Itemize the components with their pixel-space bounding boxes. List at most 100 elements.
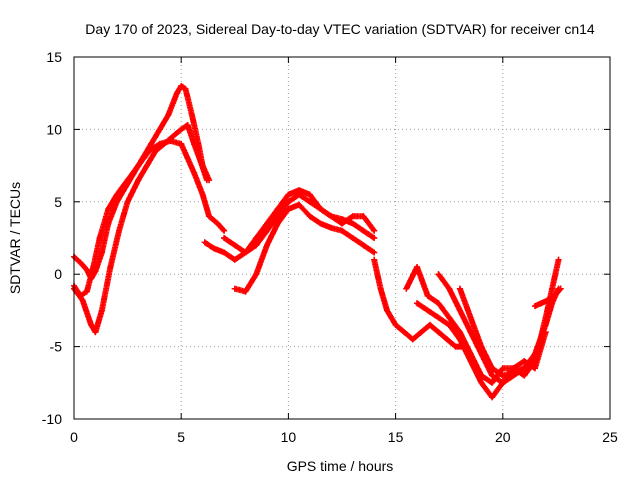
data-point (96, 235, 103, 241)
data-point (521, 372, 528, 379)
data-point (446, 321, 453, 328)
data-point (349, 235, 356, 241)
data-point (206, 213, 213, 220)
data-point (197, 158, 204, 165)
data-point (317, 206, 324, 213)
data-point (499, 365, 506, 372)
data-point (467, 314, 474, 321)
data-point (306, 191, 313, 198)
data-point (435, 271, 442, 278)
data-point (253, 235, 260, 241)
data-point (231, 256, 238, 263)
data-point (349, 213, 356, 220)
data-point (107, 263, 114, 270)
data-point (521, 358, 528, 365)
data-point (135, 177, 142, 184)
data-point (178, 126, 185, 133)
data-point (178, 82, 185, 89)
data-point (339, 216, 345, 223)
data-point (499, 379, 506, 386)
data-point (242, 288, 249, 295)
data-point (371, 256, 378, 263)
data-point (167, 137, 174, 144)
data-point (231, 242, 238, 249)
plot-frame (73, 56, 611, 420)
data-point (143, 162, 150, 169)
data-point (424, 307, 431, 314)
data-point (221, 227, 228, 234)
data-point (510, 369, 517, 376)
data-point (467, 329, 474, 336)
data-point (214, 220, 221, 227)
data-point (418, 329, 425, 336)
data-point (306, 213, 313, 220)
data-point (489, 372, 496, 379)
series-track-9 (414, 300, 538, 401)
data-point (456, 336, 463, 343)
y-tick-label: -5 (50, 339, 63, 355)
data-point (349, 220, 356, 227)
y-tick-label: 0 (54, 266, 62, 282)
data-point (435, 314, 442, 321)
data-point (116, 227, 123, 234)
x-tick-label: 0 (70, 429, 78, 445)
data-point (182, 85, 189, 92)
data-point (446, 314, 453, 321)
data-point (531, 350, 538, 357)
data-point (499, 372, 506, 379)
data-point (384, 307, 391, 314)
series-markers (414, 300, 538, 401)
data-point (426, 321, 433, 328)
data-point (210, 245, 217, 252)
series-track-3 (71, 137, 228, 299)
data-point (263, 242, 270, 249)
data-point (77, 292, 84, 299)
data-point (165, 111, 172, 118)
data-point (360, 213, 367, 220)
data-point (201, 239, 208, 246)
data-point (263, 220, 270, 227)
data-point (231, 285, 238, 292)
data-point (549, 285, 556, 292)
data-point (296, 201, 303, 208)
data-point (178, 140, 185, 147)
data-point (531, 303, 538, 310)
data-point (521, 365, 528, 372)
data-point (551, 292, 558, 299)
data-point (148, 140, 155, 147)
chart-title: Day 170 of 2023, Sidereal Day-to-day VTE… (85, 21, 595, 37)
data-point (203, 177, 210, 184)
series-track-11 (456, 285, 562, 379)
data-point (83, 266, 90, 273)
data-point (531, 365, 538, 372)
x-tick-label: 15 (388, 429, 404, 445)
series-track-1 (71, 82, 213, 282)
data-point (401, 329, 408, 336)
y-tick-label: 5 (54, 194, 62, 210)
data-point (328, 213, 335, 220)
data-point (538, 300, 545, 307)
data-point (478, 343, 485, 350)
data-point (274, 220, 281, 227)
data-point (98, 249, 105, 256)
data-point (296, 191, 303, 198)
data-point (360, 242, 367, 249)
data-point (285, 206, 292, 213)
x-tick-label: 25 (602, 429, 618, 445)
x-tick-label: 10 (281, 429, 297, 445)
data-point (435, 300, 442, 307)
data-point (392, 321, 399, 328)
data-point (98, 307, 105, 314)
data-point (456, 307, 463, 314)
data-point (435, 329, 442, 336)
data-point (377, 285, 384, 292)
data-point (444, 336, 451, 343)
data-point (77, 259, 84, 266)
y-axis-label: SDTVAR / TECUs (7, 182, 23, 294)
x-tick-labels: 0 5 10 15 20 25 (70, 429, 618, 445)
data-point (105, 220, 112, 227)
data-point (549, 300, 556, 307)
data-point (285, 198, 292, 205)
data-point (156, 126, 163, 133)
